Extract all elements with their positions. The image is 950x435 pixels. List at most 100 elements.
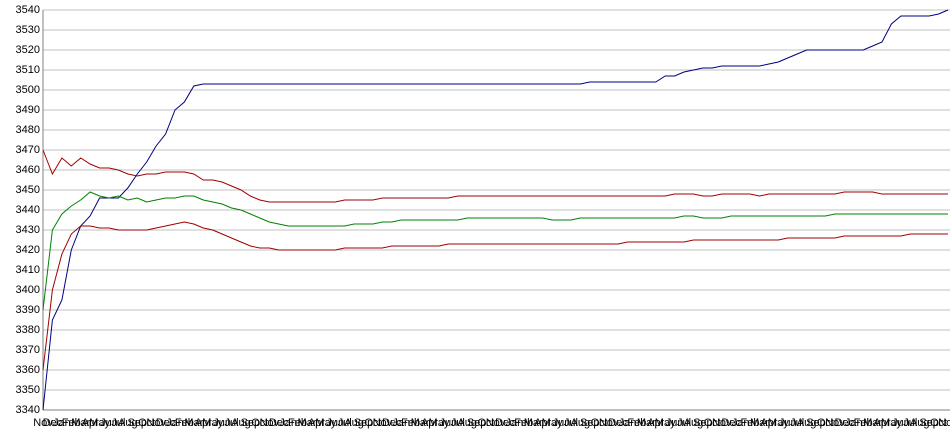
x-tick-label: Dec (269, 417, 289, 429)
x-tick-label: Jul (111, 417, 125, 429)
y-tick-label: 3410 (16, 264, 40, 276)
x-tick-label: Dec (608, 417, 628, 429)
x-tick-label: Jun (779, 417, 797, 429)
x-tick-label: Mar (524, 417, 543, 429)
x-tick-label: Jul (903, 417, 917, 429)
x-tick-label: Aug (344, 417, 364, 429)
x-tick-label: Nov (33, 417, 53, 429)
x-tick-label: May (429, 417, 450, 429)
x-tick-label: Dec (721, 417, 741, 429)
x-tick-label: Apr (421, 417, 438, 429)
y-tick-label: 3350 (16, 384, 40, 396)
x-tick-label: Sep (241, 417, 261, 429)
x-tick-label: Mar (184, 417, 203, 429)
y-tick-label: 3520 (16, 44, 40, 56)
x-tick-label: Jun (100, 417, 118, 429)
x-tick-label: Jan (619, 417, 637, 429)
x-tick-label: Mar (411, 417, 430, 429)
x-tick-label: Nov (712, 417, 732, 429)
x-tick-label: May (202, 417, 223, 429)
x-tick-label: Jun (326, 417, 344, 429)
x-tick-label: Mar (863, 417, 882, 429)
y-tick-label: 3370 (16, 344, 40, 356)
x-tick-label: Nov (486, 417, 506, 429)
y-tick-label: 3400 (16, 284, 40, 296)
x-tick-label: Nov (146, 417, 166, 429)
x-tick-label: Jun (892, 417, 910, 429)
x-tick-label: Apr (82, 417, 99, 429)
x-tick-label: Feb (627, 417, 646, 429)
x-tick-label: Feb (741, 417, 760, 429)
x-tick-label: May (881, 417, 902, 429)
series-line (42, 191, 948, 311)
x-tick-label: Jan (392, 417, 410, 429)
x-tick-label: Aug (231, 417, 251, 429)
x-tick-label: Feb (401, 417, 420, 429)
x-tick-label: Oct (138, 417, 155, 429)
y-tick-label: 3510 (16, 64, 40, 76)
y-tick-label: 3540 (16, 4, 40, 16)
x-tick-label: Jun (666, 417, 684, 429)
y-tick-label: 3340 (16, 404, 40, 416)
x-tick-label: Jun (439, 417, 457, 429)
x-tick-label: Dec (43, 417, 63, 429)
x-tick-label: Apr (760, 417, 777, 429)
x-tick-label: Jul (451, 417, 465, 429)
x-tick-label: Jul (677, 417, 691, 429)
x-tick-label: Oct (704, 417, 721, 429)
x-tick-label: Oct (817, 417, 834, 429)
series-line (42, 221, 948, 371)
x-tick-label: Jan (166, 417, 184, 429)
x-tick-label: Jan (505, 417, 523, 429)
x-tick-label: Jun (553, 417, 571, 429)
x-tick-label: May (89, 417, 110, 429)
x-tick-label: May (768, 417, 789, 429)
x-tick-label: Sep (693, 417, 713, 429)
x-tick-label: May (315, 417, 336, 429)
x-tick-label: Nov (938, 417, 950, 429)
x-tick-label: Aug (797, 417, 817, 429)
x-tick-label: Nov (373, 417, 393, 429)
series-line (42, 149, 948, 203)
x-tick-label: Jan (845, 417, 863, 429)
y-tick-label: 3430 (16, 224, 40, 236)
x-tick-label: Feb (514, 417, 533, 429)
x-tick-label: Feb (62, 417, 81, 429)
x-tick-label: Jan (732, 417, 750, 429)
x-tick-label: Jan (53, 417, 71, 429)
x-tick-label: Apr (534, 417, 551, 429)
x-tick-label: Sep (467, 417, 487, 429)
x-tick-label: Aug (684, 417, 704, 429)
x-tick-label: Jul (790, 417, 804, 429)
x-tick-label: Jan (279, 417, 297, 429)
x-tick-label: Dec (495, 417, 515, 429)
x-tick-label: Nov (825, 417, 845, 429)
y-tick-label: 3530 (16, 24, 40, 36)
x-tick-label: Oct (251, 417, 268, 429)
y-tick-label: 3420 (16, 244, 40, 256)
x-tick-label: Sep (806, 417, 826, 429)
y-tick-label: 3380 (16, 324, 40, 336)
y-tick-label: 3440 (16, 204, 40, 216)
y-tick-label: 3460 (16, 164, 40, 176)
x-tick-label: Mar (750, 417, 769, 429)
x-tick-label: Oct (478, 417, 495, 429)
x-tick-label: Feb (854, 417, 873, 429)
x-tick-label: Dec (156, 417, 176, 429)
x-tick-label: Oct (591, 417, 608, 429)
x-tick-label: Aug (457, 417, 477, 429)
x-tick-label: Oct (364, 417, 381, 429)
x-tick-label: Aug (910, 417, 930, 429)
x-tick-label: Mar (71, 417, 90, 429)
x-tick-label: May (655, 417, 676, 429)
x-tick-label: Apr (308, 417, 325, 429)
y-tick-label: 3480 (16, 124, 40, 136)
y-tick-label: 3360 (16, 364, 40, 376)
x-tick-label: Jul (564, 417, 578, 429)
x-tick-label: Mar (297, 417, 316, 429)
x-tick-label: Sep (919, 417, 939, 429)
x-tick-label: Sep (580, 417, 600, 429)
x-tick-label: Jun (213, 417, 231, 429)
x-tick-label: Apr (873, 417, 890, 429)
